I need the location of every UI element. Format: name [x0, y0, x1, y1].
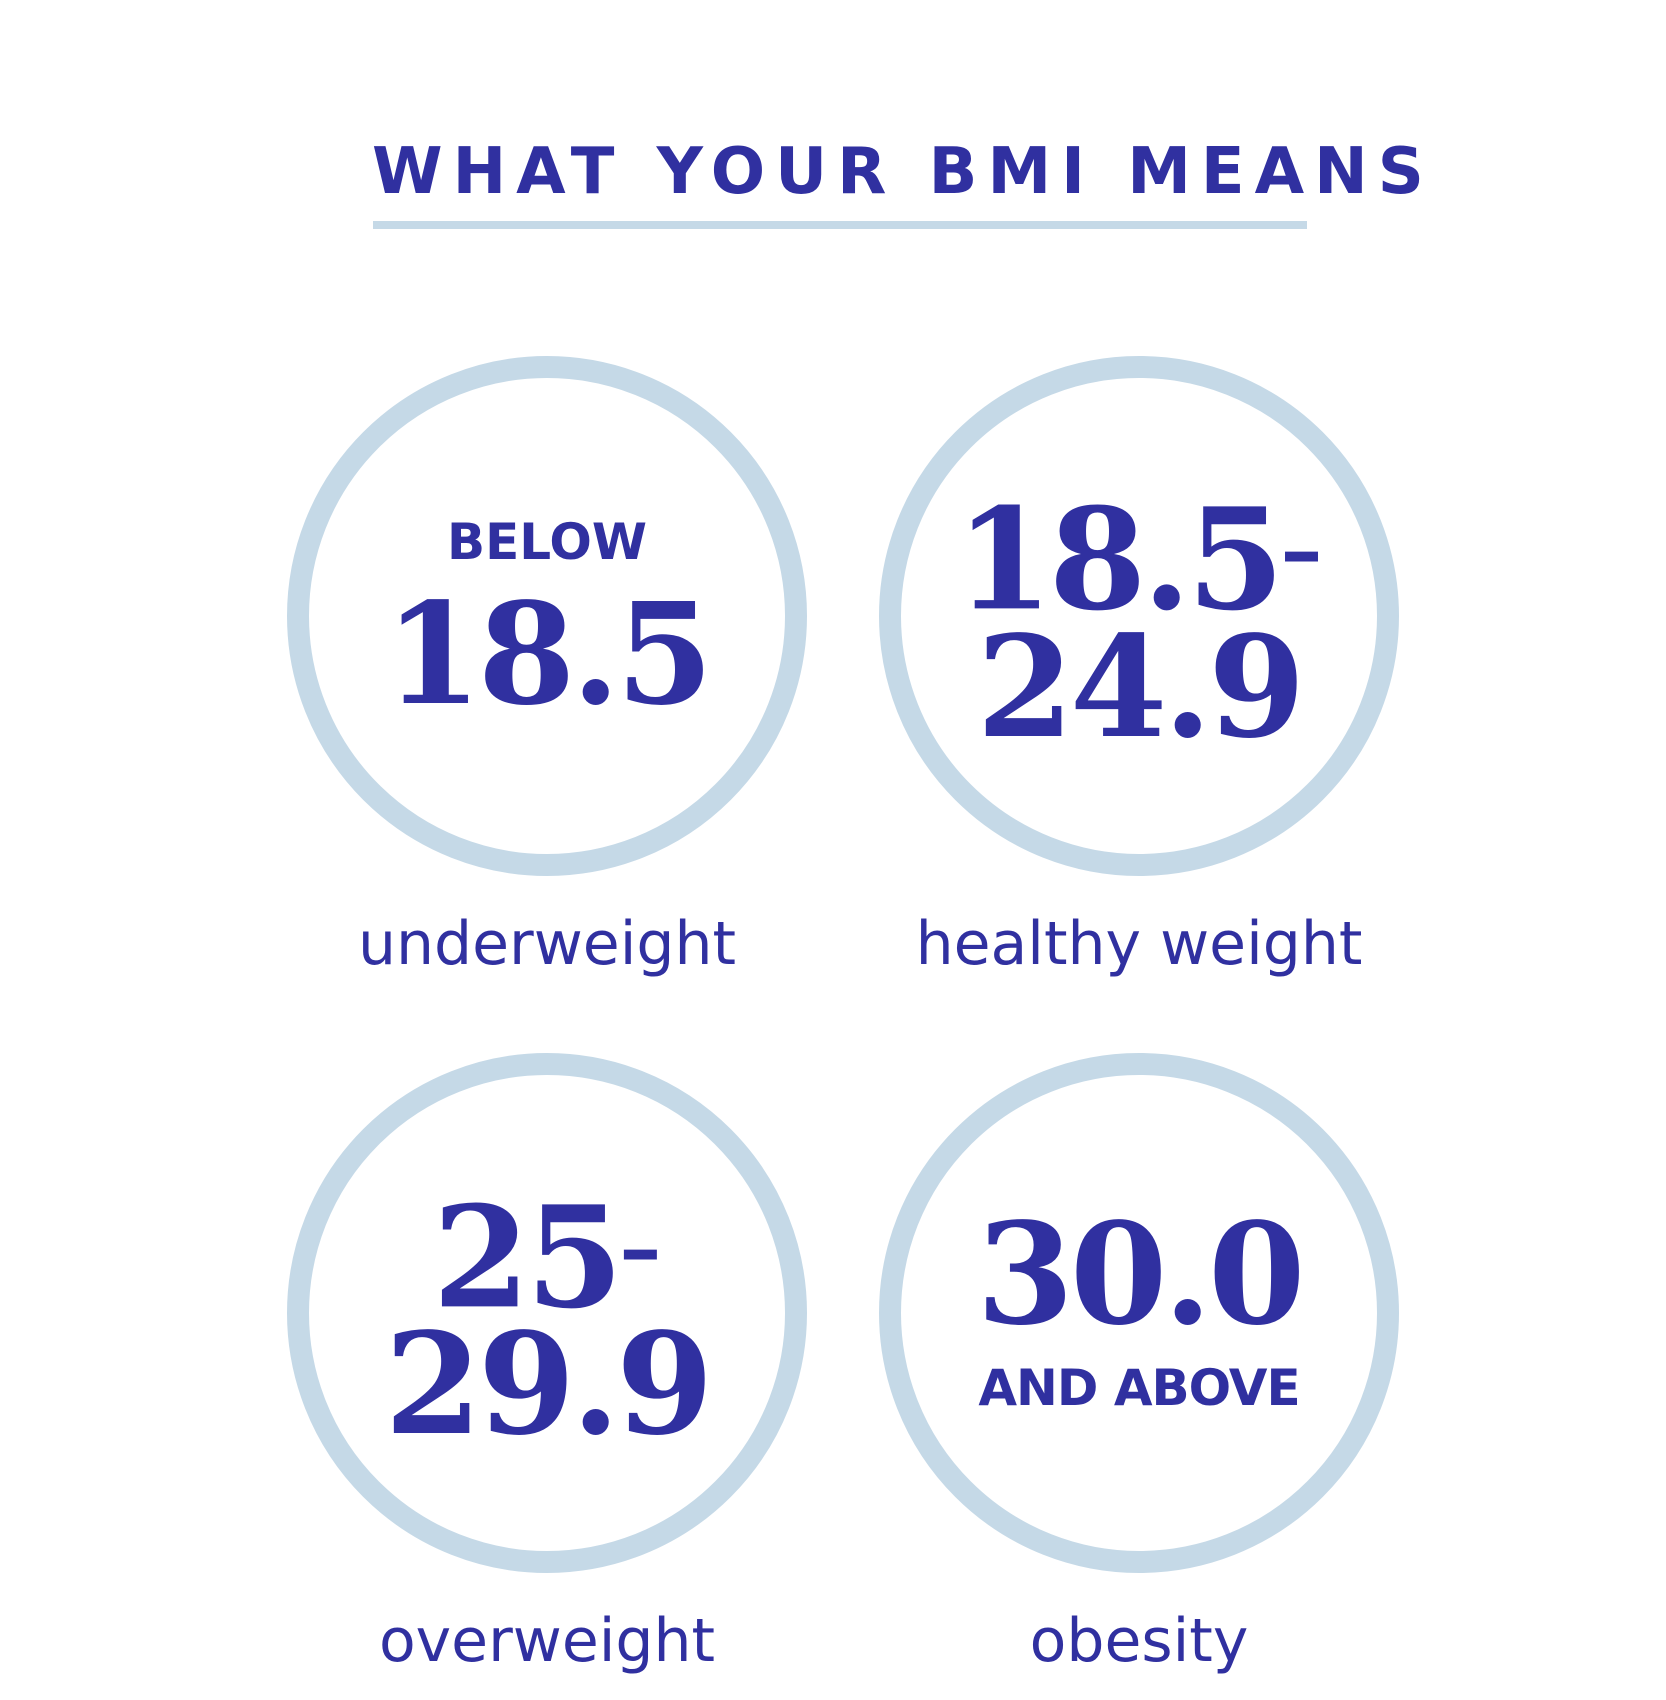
overweight-value-start: 25: [432, 1176, 624, 1341]
overweight-value-line1: 25–: [287, 1178, 807, 1328]
underweight-label: underweight: [357, 909, 737, 979]
underweight-value: 18.5: [384, 573, 714, 737]
page-title: WHAT YOUR BMI MEANS: [372, 135, 1434, 209]
obesity-label: obesity: [1029, 1606, 1249, 1676]
title-underline: [373, 221, 1307, 229]
overweight-label: overweight: [378, 1606, 716, 1676]
overweight-value-line2: 29.9: [384, 1303, 714, 1467]
healthy-weight-value-line1: 18.5–: [879, 480, 1399, 630]
overweight-dash: –: [619, 1198, 662, 1297]
healthy-weight-value-start: 18.5: [955, 478, 1285, 643]
obesity-value: 30.0: [976, 1193, 1306, 1357]
obesity-suffix: AND ABOVE: [978, 1359, 1300, 1417]
underweight-prefix: BELOW: [447, 513, 647, 571]
healthy-weight-label: healthy weight: [915, 909, 1363, 979]
healthy-weight-value-line2: 24.9: [976, 606, 1306, 770]
healthy-weight-dash: –: [1280, 500, 1323, 599]
